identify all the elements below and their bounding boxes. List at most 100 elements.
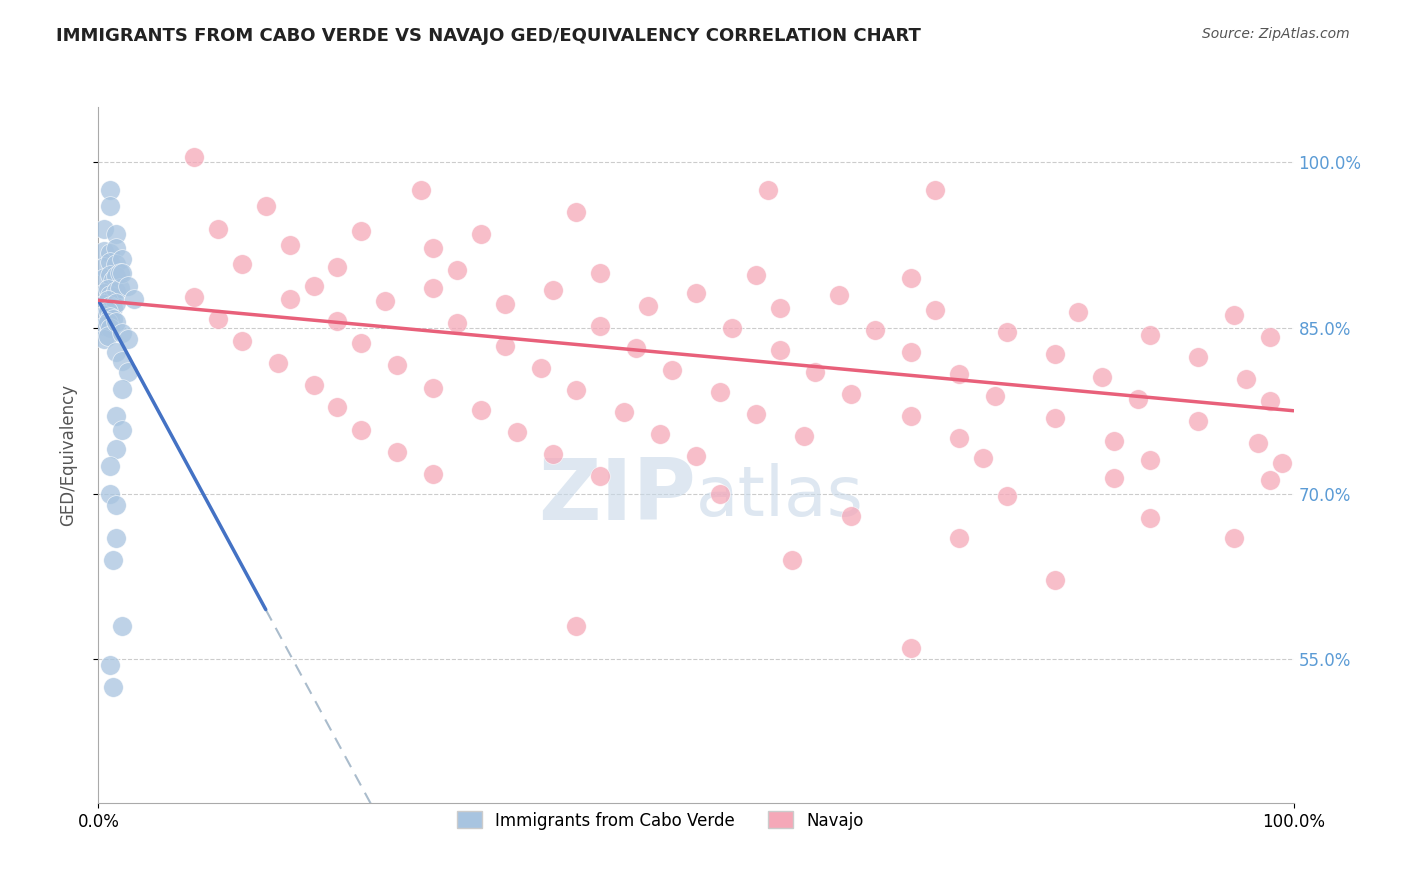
Point <box>494 296 516 310</box>
Point <box>768 301 790 315</box>
Point <box>207 221 229 235</box>
Point <box>685 285 707 300</box>
Point <box>900 641 922 656</box>
Y-axis label: GED/Equivalency: GED/Equivalency <box>59 384 77 526</box>
Point <box>446 263 468 277</box>
Point <box>422 241 444 255</box>
Point <box>98 657 122 672</box>
Point <box>385 359 409 373</box>
Point <box>124 292 146 306</box>
Point <box>98 183 122 197</box>
Point <box>302 279 325 293</box>
Point <box>709 384 731 399</box>
Point <box>98 254 122 268</box>
Point <box>565 383 588 397</box>
Text: atlas: atlas <box>696 463 863 530</box>
Point <box>411 183 433 197</box>
Point <box>1187 350 1209 364</box>
Point <box>350 423 373 437</box>
Point <box>1258 473 1281 487</box>
Point <box>841 387 863 401</box>
Point <box>98 268 122 282</box>
Point <box>1223 308 1246 322</box>
Point <box>768 343 790 357</box>
Point <box>108 281 131 295</box>
Point <box>565 619 588 633</box>
Point <box>948 531 970 545</box>
Point <box>984 389 1007 403</box>
Point <box>101 273 124 287</box>
Point <box>865 323 887 337</box>
Point <box>1067 305 1090 319</box>
Point <box>1043 347 1066 361</box>
Point <box>948 368 970 382</box>
Point <box>105 268 128 283</box>
Point <box>1104 434 1126 448</box>
Point <box>97 304 120 318</box>
Point <box>541 447 564 461</box>
Point <box>111 354 134 368</box>
Point <box>93 221 115 235</box>
Point <box>111 619 134 633</box>
Point <box>1271 456 1294 470</box>
Point <box>111 423 134 437</box>
Point <box>105 498 128 512</box>
Legend: Immigrants from Cabo Verde, Navajo: Immigrants from Cabo Verde, Navajo <box>450 805 870 836</box>
Point <box>98 245 122 260</box>
Point <box>97 282 120 296</box>
Point <box>1258 330 1281 344</box>
Point <box>111 266 134 280</box>
Point <box>93 244 115 258</box>
Point <box>101 680 124 694</box>
Point <box>565 205 588 219</box>
Point <box>98 199 122 213</box>
Point <box>1247 435 1270 450</box>
Point <box>93 332 115 346</box>
Point <box>661 363 683 377</box>
Point <box>117 365 139 379</box>
Point <box>648 426 672 441</box>
Point <box>1128 392 1150 406</box>
Point <box>183 290 205 304</box>
Point <box>101 553 124 567</box>
Point <box>1043 573 1066 587</box>
Point <box>350 224 373 238</box>
Point <box>446 317 468 331</box>
Point <box>98 310 122 324</box>
Point <box>948 431 970 445</box>
Point <box>756 183 779 197</box>
Point <box>93 318 115 333</box>
Point <box>1139 453 1161 467</box>
Point <box>745 407 768 421</box>
Point <box>111 382 134 396</box>
Point <box>637 299 659 313</box>
Point <box>108 266 131 280</box>
Point <box>374 294 396 309</box>
Point <box>98 299 122 313</box>
Point <box>793 429 815 443</box>
Point <box>93 260 115 275</box>
Point <box>350 336 373 351</box>
Point <box>278 292 301 306</box>
Point <box>93 296 115 310</box>
Point <box>105 227 128 241</box>
Point <box>98 486 122 500</box>
Point <box>626 341 648 355</box>
Point <box>828 287 851 301</box>
Point <box>111 326 134 341</box>
Point <box>101 301 124 315</box>
Point <box>1091 369 1114 384</box>
Point <box>97 293 120 308</box>
Text: Source: ZipAtlas.com: Source: ZipAtlas.com <box>1202 27 1350 41</box>
Point <box>685 449 707 463</box>
Point <box>254 199 277 213</box>
Point <box>93 271 115 285</box>
Point <box>105 345 128 359</box>
Point <box>709 486 731 500</box>
Point <box>101 290 124 304</box>
Point <box>924 183 946 197</box>
Point <box>105 285 128 299</box>
Point <box>1234 372 1257 386</box>
Point <box>972 451 994 466</box>
Point <box>385 444 409 458</box>
